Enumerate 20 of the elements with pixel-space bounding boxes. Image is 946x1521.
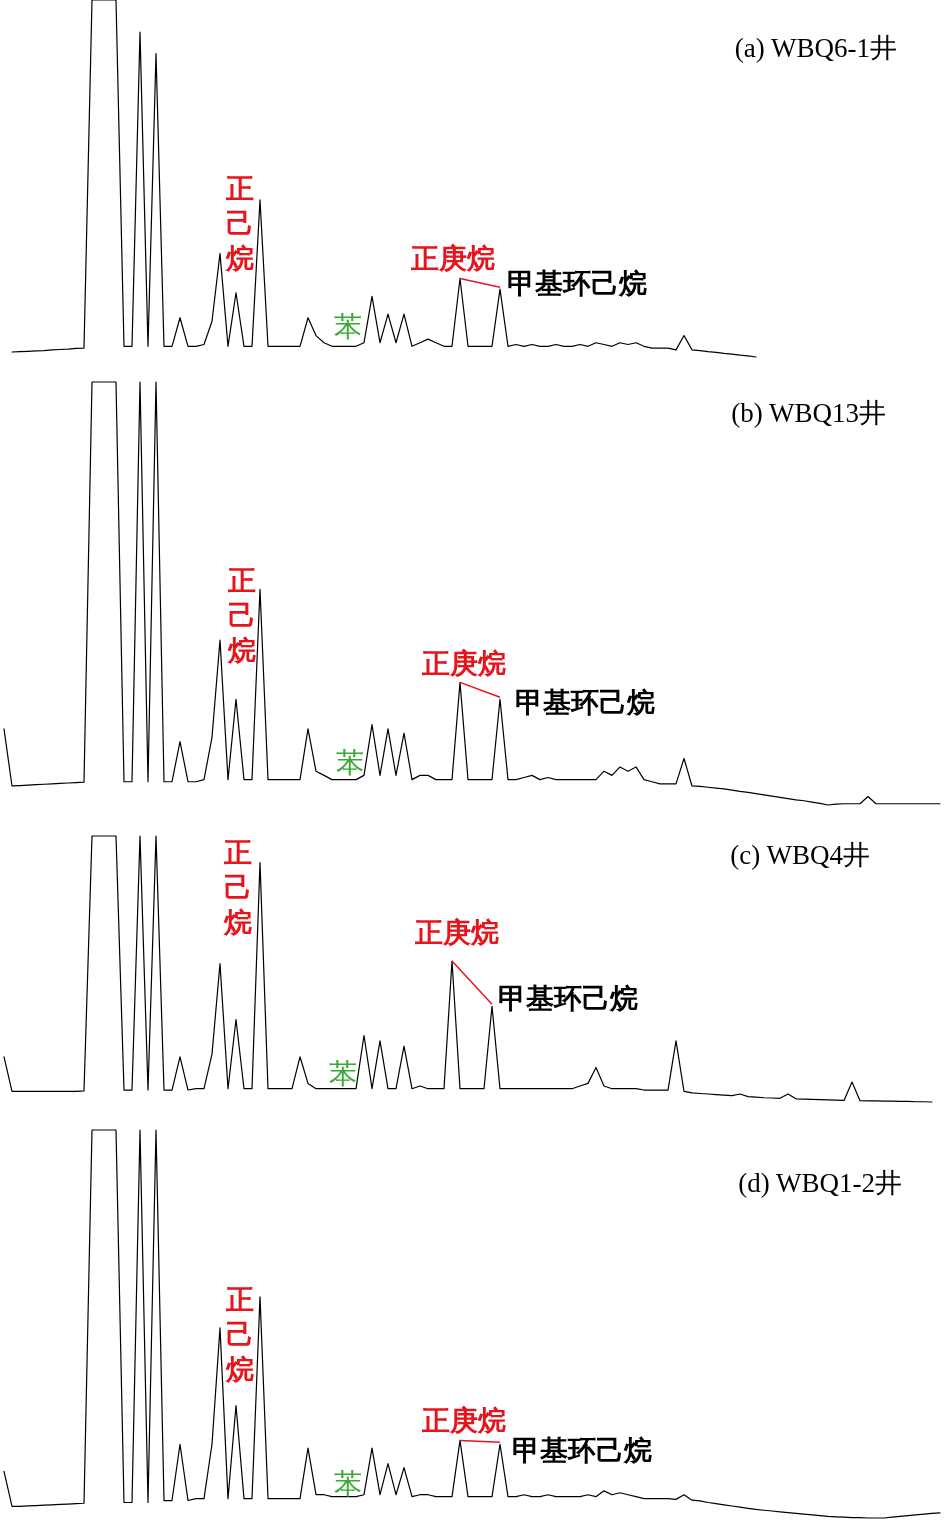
annotation: 甲基环己烷	[515, 686, 655, 719]
annotation: 正庚烷	[421, 1404, 506, 1437]
annotation: 正庚烷	[414, 916, 499, 949]
annotation: 正己烷	[227, 564, 256, 667]
text: (b) WBQ13井	[731, 398, 886, 428]
text: (a) WBQ6-1井	[734, 33, 897, 63]
annotation: 正己烷	[225, 1283, 254, 1386]
annotation: 苯	[329, 1057, 357, 1090]
annotation: 正己烷	[223, 836, 252, 939]
annotation: 苯	[334, 310, 362, 343]
annotation: 苯	[334, 1467, 362, 1500]
chart-title: (c) WBQ4井	[730, 840, 870, 870]
annotation: 甲基环己烷	[507, 267, 647, 300]
annotation: 甲基环己烷	[498, 982, 638, 1015]
annotation: 甲基环己烷	[512, 1434, 652, 1467]
text: (d) WBQ1-2井	[738, 1168, 902, 1198]
annotation: 苯	[336, 746, 364, 779]
annotation: 正庚烷	[421, 647, 506, 680]
annotation: 正庚烷	[410, 242, 495, 275]
annotation: 正己烷	[225, 172, 254, 275]
